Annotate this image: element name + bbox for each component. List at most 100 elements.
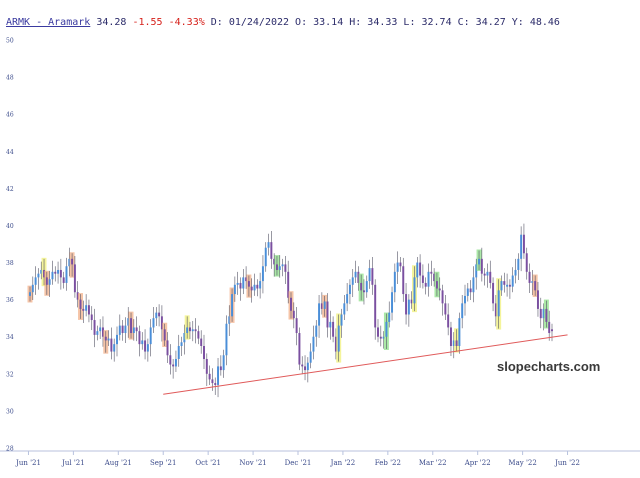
y-tick-label: 42	[6, 186, 14, 193]
y-tick-label: 50	[6, 38, 14, 45]
candle-body	[438, 288, 441, 291]
candle-body	[539, 308, 542, 319]
candle-body	[93, 320, 96, 335]
candle-body	[514, 269, 517, 276]
candle-body	[421, 275, 424, 283]
y-tick-label: 48	[6, 75, 14, 82]
candle-body	[163, 329, 166, 341]
candle-body	[287, 271, 290, 298]
candle-body	[500, 281, 503, 291]
candle-body	[377, 327, 379, 337]
candle-body	[461, 303, 464, 319]
candle-body	[135, 327, 138, 332]
candle-body	[427, 271, 430, 287]
candle-body	[494, 303, 497, 317]
candle-body	[275, 264, 278, 270]
candle-body	[385, 321, 388, 337]
x-tick-label: Feb '22	[375, 459, 401, 467]
candle-body	[79, 299, 82, 309]
candle-body	[407, 299, 410, 315]
candle-body	[393, 271, 396, 293]
ohlc-readout: D: 01/24/2022 O: 33.14 H: 34.33 L: 32.74…	[210, 17, 560, 28]
candle-body	[225, 323, 228, 356]
candle-body	[250, 286, 253, 291]
candle-body	[278, 266, 281, 270]
x-tick-label: Apr '22	[464, 459, 491, 467]
candle-body	[304, 366, 307, 371]
candle-body	[357, 271, 360, 283]
candle-body	[466, 288, 469, 296]
last-price: 34.28	[96, 17, 127, 28]
candle-body	[506, 284, 509, 287]
candle-body	[200, 338, 203, 346]
candle-body	[480, 258, 483, 274]
candle-body	[256, 284, 259, 289]
candle-body	[413, 277, 416, 304]
candle-body	[430, 271, 433, 274]
candle-body	[138, 331, 141, 345]
candle-body	[284, 264, 287, 272]
candle-body	[382, 336, 385, 339]
candle-body	[194, 329, 197, 332]
candle-body	[452, 340, 455, 346]
candle-body	[124, 325, 127, 334]
candle-body	[71, 258, 74, 265]
candle-body	[113, 344, 116, 352]
candle-body	[186, 327, 189, 334]
candle-body	[245, 277, 248, 282]
candle-body	[281, 264, 284, 267]
candle-body	[146, 344, 149, 352]
candle-body	[517, 258, 520, 270]
y-tick-label: 36	[6, 297, 14, 304]
candle-body	[43, 269, 46, 278]
x-tick-label: Dec '21	[285, 459, 312, 467]
x-tick-label: Mar '22	[419, 459, 447, 467]
candle-body	[374, 284, 377, 328]
candle-body	[121, 325, 124, 334]
candle-body	[259, 281, 262, 289]
candle-body	[273, 258, 276, 265]
y-tick-label: 40	[6, 223, 14, 230]
candle-body	[203, 346, 205, 359]
candle-body	[90, 314, 93, 321]
candle-body	[62, 277, 65, 283]
candle-body	[292, 310, 295, 319]
price-change-pct: -4.33%	[168, 17, 205, 28]
candle-body	[217, 366, 220, 385]
candle-body	[236, 282, 239, 285]
candle-body	[511, 275, 514, 287]
candle-body	[177, 346, 180, 359]
candle-body	[82, 308, 85, 311]
candle-body	[458, 318, 461, 346]
candle-body	[54, 271, 57, 274]
candle-body	[242, 277, 245, 289]
candle-body	[360, 282, 363, 291]
candle-body	[503, 281, 506, 285]
candle-body	[536, 290, 539, 309]
candle-body	[191, 329, 194, 332]
candle-body	[326, 301, 329, 328]
x-tick-label: Jun '22	[554, 459, 580, 467]
candle-body	[435, 281, 438, 289]
y-tick-label: 34	[6, 334, 14, 341]
x-tick-label: Nov '21	[239, 459, 266, 467]
candle-body	[508, 284, 511, 287]
y-tick-label: 30	[6, 408, 14, 415]
candle-body	[270, 242, 273, 259]
candle-body	[309, 351, 312, 363]
candle-body	[332, 321, 335, 337]
symbol-link[interactable]: ARMK - Aramark	[6, 17, 91, 28]
candle-body	[31, 284, 34, 293]
candle-body	[531, 281, 534, 283]
candle-body	[548, 321, 551, 334]
x-tick-label: May '22	[508, 459, 536, 467]
candle-body	[337, 325, 340, 352]
candle-body	[388, 312, 391, 322]
candle-body	[343, 303, 346, 315]
candle-body	[483, 273, 486, 276]
candle-body	[441, 290, 444, 304]
y-tick-label: 28	[6, 446, 14, 453]
y-tick-label: 38	[6, 260, 14, 267]
candle-body	[410, 299, 413, 304]
